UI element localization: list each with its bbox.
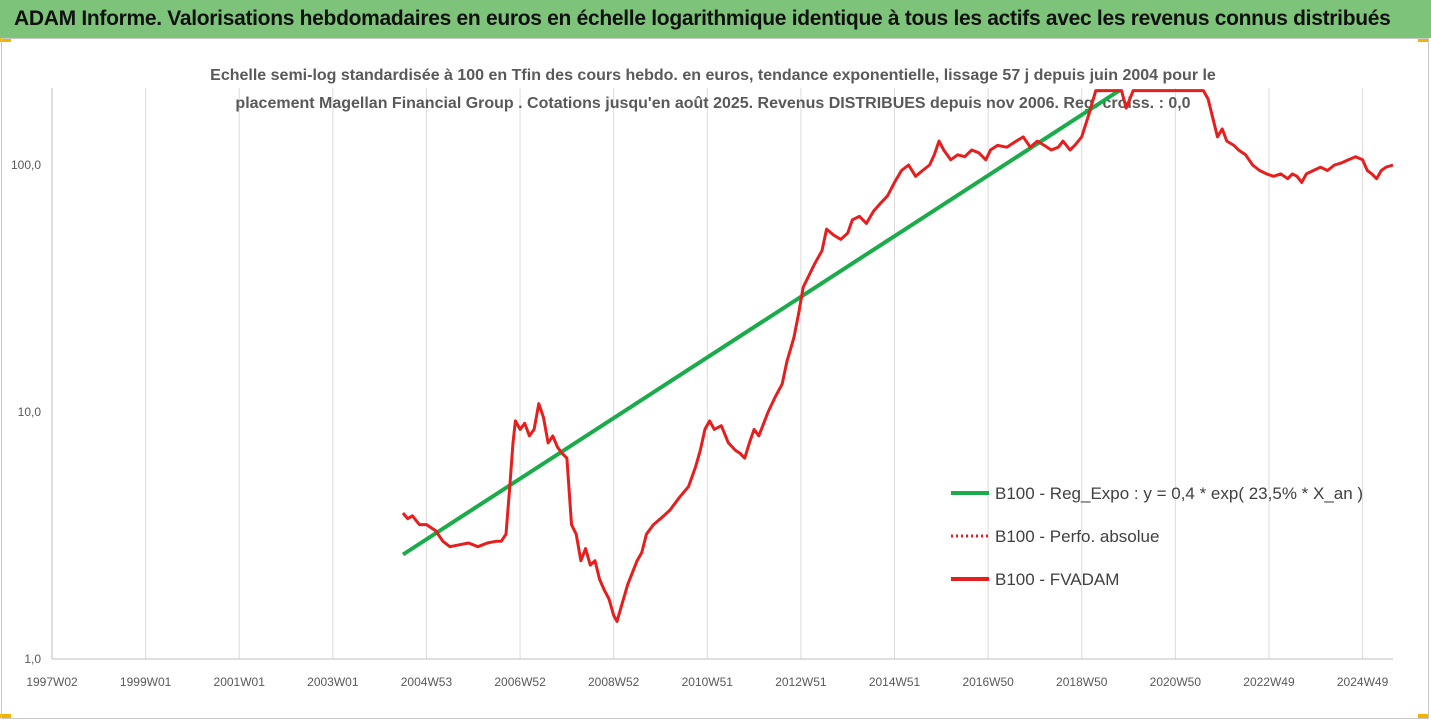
- y-tick-label: 100,0: [11, 158, 41, 172]
- x-tick-label: 2012W51: [775, 675, 827, 689]
- x-tick-label: 2022W49: [1243, 675, 1295, 689]
- x-tick-label: 2024W49: [1337, 675, 1389, 689]
- chart-banner: ADAM Informe. Valorisations hebdomadaire…: [0, 0, 1431, 38]
- x-tick-label: 2014W51: [869, 675, 921, 689]
- corner-marker-right: [1418, 38, 1429, 42]
- x-tick-label: 1997W02: [26, 675, 78, 689]
- x-tick-label: 2003W01: [307, 675, 359, 689]
- legend-label-perfo: B100 - Perfo. absolue: [995, 527, 1159, 546]
- x-tick-label: 2018W50: [1056, 675, 1108, 689]
- series-lines: [401, 88, 1394, 623]
- series-line-regression: [401, 88, 1121, 557]
- corner-marker-left: [0, 38, 11, 42]
- x-tick-label: 1999W01: [120, 675, 172, 689]
- legend: B100 - Reg_Expo : y = 0,4 * exp( 23,5% *…: [951, 484, 1363, 589]
- x-tick-label: 2001W01: [214, 675, 266, 689]
- chart-area: [1, 38, 1429, 719]
- x-tick-label: 2006W52: [494, 675, 546, 689]
- chart-subtitle-line-2: placement Magellan Financial Group . Cot…: [235, 95, 1190, 112]
- series-line-fvadam: [401, 89, 1394, 623]
- x-tick-label: 2008W52: [588, 675, 640, 689]
- x-tick-label: 2016W50: [962, 675, 1014, 689]
- legend-label-fvadam: B100 - FVADAM: [995, 570, 1119, 589]
- axes: 1997W02 1999W01 2001W01 2003W01 2004W53 2006W…: [11, 88, 1393, 689]
- x-tick-label: 2004W53: [401, 675, 453, 689]
- corner-marker-bottom-right: [1418, 714, 1429, 718]
- chart-subtitle-line-1: Echelle semi-log standardisée à 100 en T…: [210, 67, 1216, 84]
- x-tick-label: 2020W50: [1150, 675, 1202, 689]
- banner-title: ADAM Informe. Valorisations hebdomadaire…: [14, 7, 1391, 30]
- corner-marker-bottom-left: [0, 714, 11, 718]
- grid-lines: [145, 88, 1364, 659]
- y-tick-label: 10,0: [18, 405, 42, 419]
- x-tick-label: 2010W51: [682, 675, 734, 689]
- y-tick-label: 1,0: [24, 652, 41, 666]
- legend-label-regression: B100 - Reg_Expo : y = 0,4 * exp( 23,5% *…: [995, 484, 1363, 503]
